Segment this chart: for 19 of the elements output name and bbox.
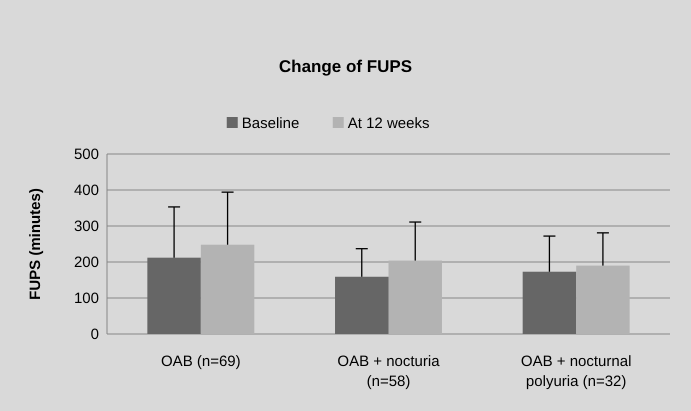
- x-tick-label: OAB + nocturnal polyuria (n=32): [520, 353, 632, 390]
- y-tick-label: 300: [74, 218, 99, 235]
- bar: [335, 276, 388, 334]
- legend-label: At 12 weeks: [348, 115, 430, 132]
- y-tick-label: 100: [74, 290, 99, 307]
- legend-label: Baseline: [242, 115, 300, 132]
- chart-title: Change of FUPS: [278, 57, 412, 76]
- y-tick-label: 400: [74, 182, 99, 199]
- y-tick-label: 500: [74, 146, 99, 163]
- y-axis-title: FUPS (minutes): [27, 188, 44, 300]
- y-tick-label: 200: [74, 254, 99, 271]
- bar: [200, 244, 254, 334]
- x-tick-label: OAB (n=69): [161, 353, 241, 370]
- x-tick-label: OAB + nocturia (n=58): [337, 353, 440, 390]
- bar: [388, 260, 442, 334]
- bar: [147, 258, 201, 334]
- y-tick-label: 0: [90, 326, 99, 343]
- bar: [522, 272, 576, 334]
- bar: [576, 266, 630, 334]
